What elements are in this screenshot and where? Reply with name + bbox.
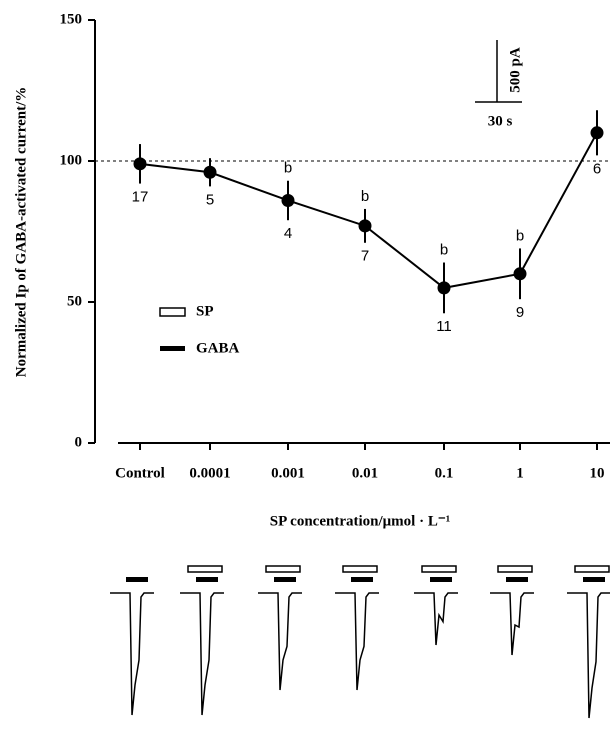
trace [110,592,154,716]
data-point [358,219,372,233]
x-tick-label: 1 [516,465,524,481]
trace [567,592,610,719]
current-traces [110,565,610,719]
gaba-bar [430,577,452,582]
x-tick-label: 0.1 [435,465,454,481]
y-tick-label: 150 [60,11,83,27]
gaba-bar [583,577,605,582]
x-tick-label: 10 [590,465,605,481]
gaba-bar [126,577,148,582]
data-point [203,165,217,179]
scale-bar-time: 30 s [488,113,513,129]
significance-label: b [284,160,292,177]
legend-label: GABA [196,340,240,356]
legend-sp-swatch [159,307,186,317]
n-label: 7 [361,248,369,265]
n-label: 5 [206,191,214,208]
legend-gaba-swatch [160,346,185,351]
n-label: 6 [593,160,601,177]
significance-label: b [516,227,524,244]
trace [335,592,379,691]
n-label: 9 [516,304,524,321]
sp-bar [574,565,610,573]
data-point [281,193,295,207]
gaba-bar [196,577,218,582]
n-label: 4 [284,225,292,242]
gaba-bar [351,577,373,582]
trace [258,592,302,691]
significance-label: b [440,241,448,258]
significance-label: b [361,188,369,205]
scale-bar: 500 pA 30 s [475,40,523,129]
scale-bar-current: 500 pA [507,47,523,93]
trace [490,592,534,656]
sp-bar [342,565,378,573]
gaba-bar [506,577,528,582]
trace [414,592,458,646]
y-tick-label: 50 [67,293,82,309]
y-tick-label: 100 [60,152,83,168]
gaba-bar [274,577,296,582]
sp-bar [187,565,223,573]
x-axis-label: SP concentration/μmol · L⁻¹ [270,513,451,529]
data-point [590,126,604,140]
sp-bar [265,565,301,573]
sp-bar [497,565,533,573]
data-point [437,281,451,295]
legend-label: SP [196,303,214,319]
x-tick-label: 0.001 [271,465,305,481]
trace [180,592,224,716]
x-tick-label: 0.01 [352,465,378,481]
x-tick-label: Control [115,465,165,481]
data-point [133,157,147,171]
n-label: 11 [436,318,452,335]
x-tick-label: 0.0001 [189,465,230,481]
y-tick-label: 0 [75,434,83,450]
n-label: 17 [132,189,149,206]
data-point [513,267,527,281]
sp-bar [421,565,457,573]
y-axis-label: Normalized Ip of GABA-activated current/… [13,87,29,378]
